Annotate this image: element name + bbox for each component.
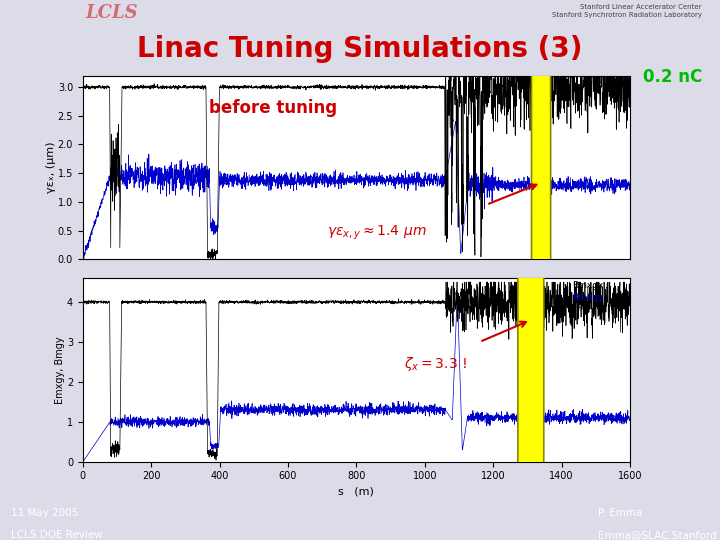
Text: $\gamma\varepsilon_{x,y} \approx 1.4\ \mu m$: $\gamma\varepsilon_{x,y} \approx 1.4\ \m…	[328, 223, 427, 241]
Text: LCLS DOE Review: LCLS DOE Review	[11, 530, 102, 540]
Text: $\zeta_x = 3.3\ !$: $\zeta_x = 3.3\ !$	[405, 355, 467, 373]
Text: Stanford Synchrotron Radiation Laboratory: Stanford Synchrotron Radiation Laborator…	[552, 12, 702, 18]
Circle shape	[518, 0, 544, 540]
Y-axis label: Emxgy, Bmgy: Emxgy, Bmgy	[55, 336, 66, 404]
Text: Stanford Linear Accelerator Center: Stanford Linear Accelerator Center	[580, 4, 702, 10]
Text: Emma@SLAC.Stanford.edu: Emma@SLAC.Stanford.edu	[598, 530, 720, 540]
Text: P. Emma: P. Emma	[598, 508, 642, 518]
X-axis label: s   (m): s (m)	[338, 487, 374, 497]
Text: Linac Tuning Simulations (3): Linac Tuning Simulations (3)	[138, 35, 582, 63]
Text: 11 May 2005: 11 May 2005	[11, 508, 78, 518]
Text: LCLS: LCLS	[85, 4, 138, 22]
Circle shape	[531, 0, 551, 540]
Text: before tuning: before tuning	[210, 99, 338, 117]
Text: Bmagy: Bmagy	[572, 293, 603, 302]
Text: 0.2 nC: 0.2 nC	[643, 68, 702, 85]
Text: Bmxgx: Bmxgx	[572, 281, 603, 290]
Y-axis label: γεₓ, (μm): γεₓ, (μm)	[46, 141, 56, 193]
